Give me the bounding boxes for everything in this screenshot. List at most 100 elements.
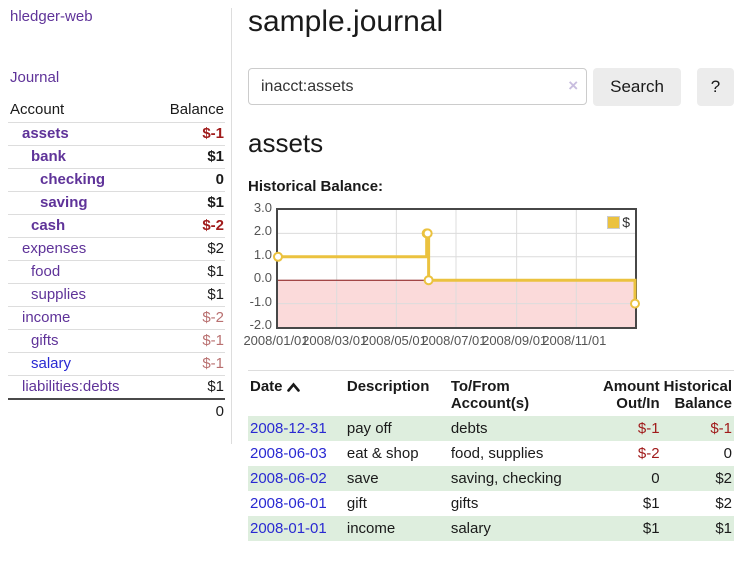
account-balance: $-1: [151, 352, 225, 376]
register-header-accounts: To/From Account(s): [450, 378, 530, 413]
transaction-row: 2008-06-03 eat & shop food, supplies $-2 0: [248, 441, 734, 466]
transaction-amount: $1: [642, 520, 660, 538]
account-heading: assets: [248, 127, 324, 158]
account-row: expenses $2: [8, 237, 225, 261]
chart-title: Historical Balance:: [248, 178, 384, 196]
register-header-description: Description: [346, 378, 430, 396]
page-title: sample.journal: [248, 5, 444, 38]
account-link-checking[interactable]: checking: [40, 171, 106, 188]
account-row: supplies $1: [8, 283, 225, 307]
y-axis-tick-label: 3.0: [253, 200, 272, 216]
transaction-description: income: [346, 520, 396, 538]
main-content: sample.journal × Search ? assets Histori…: [243, 5, 742, 582]
y-axis-tick-label: -2.0: [249, 317, 272, 333]
y-axis-tick-label: 2.0: [253, 223, 272, 239]
transaction-balance: $2: [715, 495, 732, 513]
accounts-total-value: 0: [151, 398, 225, 423]
transaction-date-link[interactable]: 2008-06-02: [250, 470, 327, 488]
sidebar-item-journal[interactable]: Journal: [10, 69, 60, 86]
chart-plot-area: $: [273, 208, 640, 330]
accounts-header-balance: Balance: [151, 98, 225, 123]
account-balance: $-2: [151, 214, 225, 238]
help-button[interactable]: ?: [697, 67, 734, 106]
transaction-balance: $-1: [710, 420, 732, 438]
x-axis-tick-label: 2008/03/01: [302, 333, 368, 349]
x-axis-tick-label: 2008/11/01: [542, 333, 607, 349]
transaction-amount: 0: [651, 470, 660, 488]
account-row: bank $1: [8, 145, 225, 169]
account-link-expenses[interactable]: expenses: [22, 240, 87, 257]
search-input-wrap: ×: [248, 68, 588, 105]
account-row: income $-2: [8, 306, 225, 330]
account-link-liabilities-debts[interactable]: liabilities:debts: [22, 378, 120, 395]
y-axis-tick-label: 0.0: [253, 270, 272, 286]
transaction-amount: $-1: [637, 420, 660, 438]
x-axis-tick-label: 2008/01/01: [243, 333, 309, 349]
register-header-date[interactable]: Date: [248, 371, 345, 417]
account-balance: $1: [151, 191, 225, 215]
legend-label: $: [622, 214, 630, 231]
account-row: salary $-1: [8, 352, 225, 376]
account-link-gifts[interactable]: gifts: [31, 332, 59, 349]
account-link-income[interactable]: income: [22, 309, 71, 326]
register-table: Date Description To/From Account(s) Amou…: [248, 370, 734, 542]
account-link-supplies[interactable]: supplies: [31, 286, 87, 303]
transaction-balance: $2: [715, 470, 732, 488]
transaction-row: 2008-06-02 save saving, checking 0 $2: [248, 466, 734, 492]
account-balance: $2: [151, 237, 225, 261]
account-balance: $1: [151, 283, 225, 307]
account-link-saving[interactable]: saving: [40, 194, 88, 211]
accounts-header-row: Account Balance: [8, 98, 225, 123]
transaction-date-link[interactable]: 2008-06-03: [250, 445, 327, 463]
transaction-accounts: saving, checking: [450, 470, 562, 488]
transaction-row: 2008-01-01 income salary $1 $1: [248, 516, 734, 542]
transaction-accounts: food, supplies: [450, 445, 544, 463]
transaction-balance: 0: [723, 445, 732, 463]
transaction-accounts: salary: [450, 520, 491, 538]
accounts-table: Account Balance assets $-1 bank $1 checking 0…: [8, 98, 225, 423]
accounts-total-row: 0: [8, 398, 225, 423]
accounts-header-account: Account: [8, 98, 152, 123]
clear-search-icon[interactable]: ×: [568, 76, 579, 95]
transaction-description: eat & shop: [346, 445, 419, 463]
account-link-cash[interactable]: cash: [31, 217, 66, 234]
app-title-link[interactable]: hledger-web: [10, 8, 93, 25]
register-header-amount: Amount Out/In: [602, 378, 660, 413]
account-link-food[interactable]: food: [31, 263, 61, 280]
transaction-date-link[interactable]: 2008-01-01: [250, 520, 327, 538]
account-link-assets[interactable]: assets: [22, 125, 69, 142]
account-balance: 0: [151, 168, 225, 192]
account-link-salary[interactable]: salary: [31, 355, 72, 372]
account-link-bank[interactable]: bank: [31, 148, 67, 165]
account-row: assets $-1: [8, 122, 225, 146]
account-balance: $1: [151, 260, 225, 284]
account-row: gifts $-1: [8, 329, 225, 353]
y-axis-tick-label: 1.0: [253, 246, 272, 262]
x-axis-tick-label: 2008/07/01: [421, 333, 487, 349]
transaction-description: pay off: [346, 420, 392, 438]
account-balance: $-1: [151, 122, 225, 146]
account-row: liabilities:debts $1: [8, 375, 225, 400]
transaction-description: save: [346, 470, 379, 488]
search-input[interactable]: [248, 68, 588, 105]
account-row: cash $-2: [8, 214, 225, 238]
y-axis-tick-label: -1.0: [249, 293, 272, 309]
transaction-accounts: gifts: [450, 495, 479, 513]
register-header-row: Date Description To/From Account(s) Amou…: [248, 371, 734, 417]
historical-balance-chart: $ 3.0 2.0 1.0 0.0 -1.0 -2.0 2008/01/01 2008/03/…: [243, 200, 648, 350]
legend-swatch-icon: [607, 215, 621, 229]
account-row: food $1: [8, 260, 225, 284]
chart-legend: $: [605, 213, 632, 232]
account-balance: $1: [151, 145, 225, 169]
account-balance: $-1: [151, 329, 225, 353]
search-form: × Search ?: [248, 67, 734, 106]
transaction-date-link[interactable]: 2008-12-31: [250, 420, 327, 438]
register-header-balance: Historical Balance: [663, 378, 732, 413]
transaction-date-link[interactable]: 2008-06-01: [250, 495, 327, 513]
account-row: saving $1: [8, 191, 225, 215]
account-row: checking 0: [8, 168, 225, 192]
transaction-amount: $-2: [637, 445, 660, 463]
search-button[interactable]: Search: [593, 67, 681, 106]
x-axis-tick-label: 2008/09/01: [482, 333, 548, 349]
transaction-accounts: debts: [450, 420, 488, 438]
